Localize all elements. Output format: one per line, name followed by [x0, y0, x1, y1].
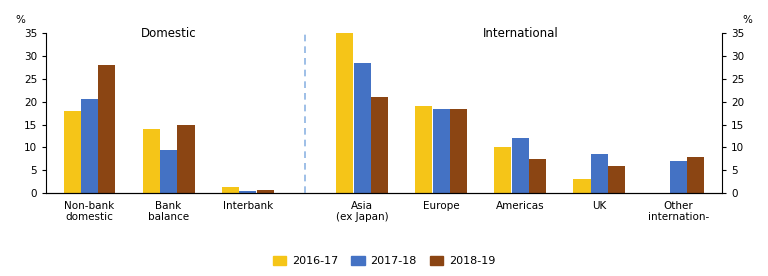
Bar	[160, 150, 177, 193]
Bar	[257, 190, 273, 193]
Bar	[98, 65, 115, 193]
Bar	[687, 156, 704, 193]
Bar	[591, 154, 608, 193]
Bar	[64, 111, 81, 193]
Text: Domestic: Domestic	[141, 27, 197, 40]
Bar	[670, 161, 687, 193]
Bar	[239, 191, 257, 193]
Bar	[529, 159, 546, 193]
Bar	[511, 138, 529, 193]
Bar	[222, 187, 239, 193]
Text: International: International	[482, 27, 558, 40]
Bar	[495, 147, 511, 193]
Legend: 2016-17, 2017-18, 2018-19: 2016-17, 2017-18, 2018-19	[268, 251, 500, 271]
Bar	[608, 166, 625, 193]
Bar	[415, 106, 432, 193]
Bar	[143, 129, 160, 193]
Bar	[450, 108, 467, 193]
Bar	[433, 108, 450, 193]
Bar	[574, 179, 591, 193]
Bar	[354, 63, 371, 193]
Bar	[177, 124, 194, 193]
Bar	[371, 97, 388, 193]
Text: %: %	[15, 15, 25, 25]
Text: %: %	[743, 15, 753, 25]
Bar	[81, 99, 98, 193]
Bar	[336, 33, 353, 193]
